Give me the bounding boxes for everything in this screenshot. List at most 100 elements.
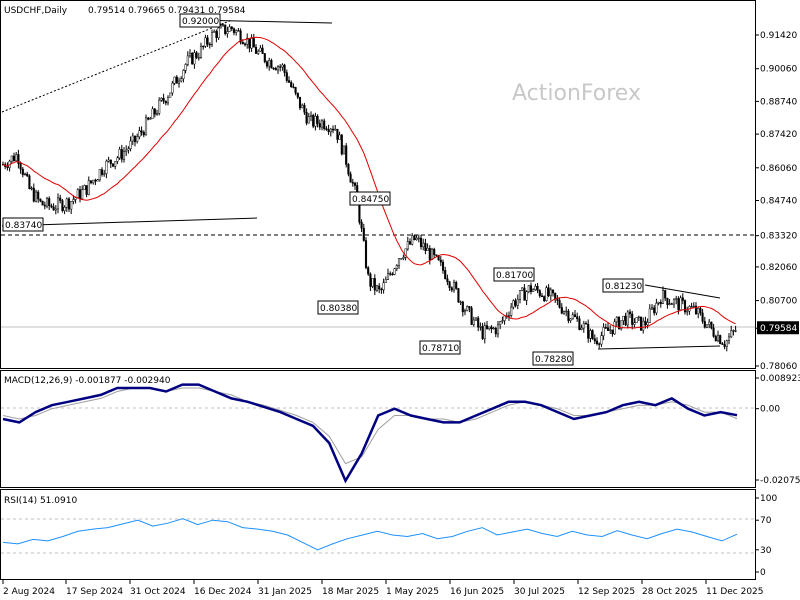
candle-body: [646, 322, 649, 326]
candle-body: [166, 97, 170, 104]
candle-body: [595, 340, 599, 344]
candle-body: [734, 330, 737, 332]
candle-body: [173, 76, 176, 84]
candle-body: [703, 321, 706, 328]
candle-body: [675, 298, 678, 300]
candle-body: [158, 99, 161, 114]
candle-body: [162, 97, 165, 102]
candle-body: [470, 307, 473, 325]
price-tick-label: 0.86060: [760, 164, 797, 174]
candle-body: [600, 335, 603, 345]
candle-body: [386, 273, 390, 280]
candle-body: [169, 92, 172, 98]
candle-body: [378, 285, 381, 290]
candle-body: [111, 163, 115, 167]
candle-body: [246, 37, 249, 45]
watermark: ActionForex: [512, 81, 641, 106]
candle-body: [400, 258, 403, 260]
date-tick-label: 30 Jul 2025: [514, 587, 565, 597]
candle-body: [686, 310, 689, 313]
price-tick-label: 0.91420: [760, 31, 797, 41]
candle-body: [413, 235, 416, 240]
candle-body: [125, 149, 128, 152]
candle-body: [582, 323, 585, 329]
rsi-tick-label: 0: [760, 568, 766, 578]
candle-body: [622, 315, 625, 321]
candle-body: [10, 155, 13, 162]
candle-body: [72, 199, 75, 202]
candle-body: [257, 50, 260, 54]
candle-body: [312, 115, 315, 127]
candle-body: [611, 329, 614, 335]
candle-body: [309, 115, 313, 117]
candle-body: [294, 87, 297, 94]
candle-body: [719, 335, 722, 344]
candle-body: [96, 179, 99, 182]
date-tick-label: 16 Jun 2025: [450, 587, 504, 597]
candle-body: [591, 330, 594, 339]
candle-body: [129, 140, 132, 149]
candle-body: [492, 327, 495, 330]
candle-body: [534, 286, 537, 290]
candle-body: [17, 154, 20, 164]
macd-tick-label: 0.008923: [760, 374, 800, 384]
annotation-label: 0.84750: [352, 195, 389, 205]
candle-body: [371, 278, 374, 287]
candle-body: [61, 200, 64, 211]
candle-body: [479, 326, 482, 328]
candle-body: [714, 336, 717, 342]
candle-body: [723, 344, 726, 347]
candle-body: [50, 205, 53, 208]
candle-body: [338, 134, 341, 140]
candle-body: [580, 327, 583, 330]
candle-body: [523, 287, 526, 301]
candle-body: [558, 300, 561, 308]
triangle-top-line: [644, 284, 721, 299]
date-axis: 2 Aug 2024 17 Sep 2024 31 Oct 2024 16 Dec 2…: [2, 580, 764, 597]
date-tick-label: 12 Sep 2025: [578, 587, 635, 597]
candle-body: [569, 318, 572, 321]
candle-body: [213, 31, 216, 33]
candle-body: [316, 115, 319, 124]
candle-body: [136, 136, 139, 142]
date-tick-label: 16 Dec 2024: [194, 587, 252, 597]
candle-body: [250, 38, 253, 49]
annotation-box: [493, 267, 535, 282]
rsi-panel-frame: [0, 489, 756, 580]
candle-body: [70, 201, 73, 210]
candle-body: [620, 320, 623, 330]
candle-body: [347, 164, 350, 175]
candle-body: [351, 182, 354, 184]
candle-body: [732, 330, 735, 332]
triangle-bottom-line: [597, 345, 721, 350]
candle-body: [188, 52, 192, 57]
candle-body: [422, 242, 425, 248]
candle-body: [562, 311, 566, 314]
candle-body: [380, 288, 383, 291]
candle-body: [430, 248, 434, 260]
candle-body: [648, 308, 651, 323]
candle-body: [417, 237, 420, 240]
candle-body: [490, 326, 493, 329]
candle-body: [408, 241, 412, 245]
candle-body: [606, 327, 610, 332]
candle-body: [342, 145, 346, 155]
ohlc-label: 0.79514 0.79665 0.79431 0.79584: [88, 6, 246, 16]
candle-body: [237, 30, 240, 32]
candle-body: [292, 86, 295, 88]
candle-body: [67, 198, 71, 210]
candle-body: [496, 324, 500, 335]
annotation-label: 0.78280: [535, 355, 572, 365]
annotation-box: [602, 278, 644, 293]
annotation-label: 0.80380: [320, 304, 357, 314]
candle-body: [340, 134, 343, 155]
candle-body: [435, 254, 438, 256]
price-annotations: 0.92000 0.83740 0.84750 0.80380 0.81700 0.787…: [2, 13, 644, 366]
candle-body: [314, 115, 317, 127]
price-candles: [1, 23, 737, 352]
candle-body: [369, 273, 372, 287]
price-tick-label: 0.80700: [760, 297, 797, 307]
candle-body: [248, 37, 251, 49]
candle-body: [547, 287, 550, 297]
candle-body: [468, 306, 471, 309]
